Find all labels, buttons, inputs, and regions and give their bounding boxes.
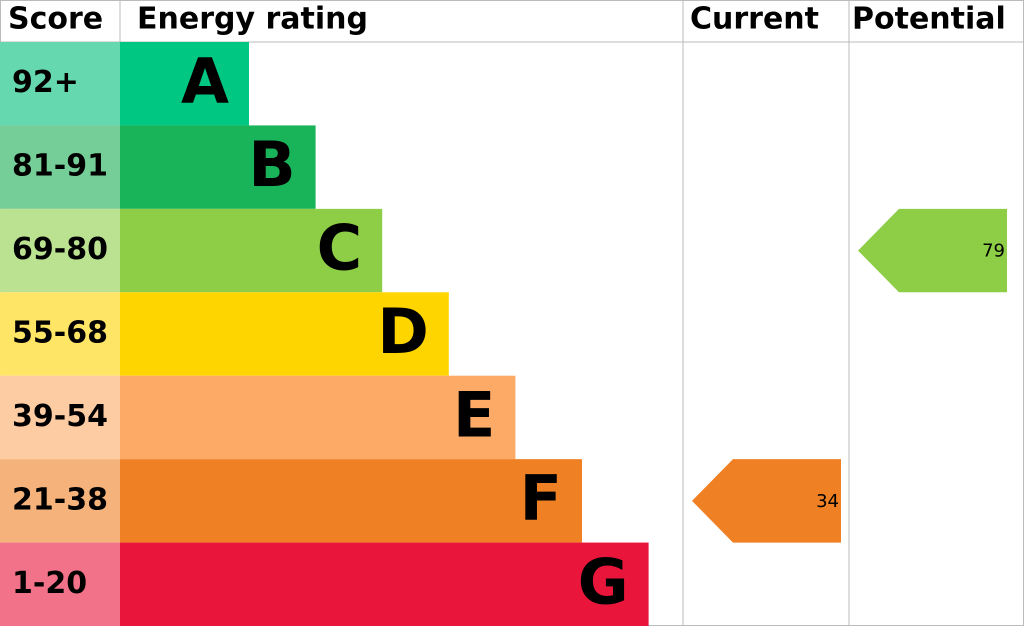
score-cell <box>0 208 120 293</box>
header-current: Current <box>690 2 819 37</box>
score-label: 21-38 <box>12 482 108 517</box>
score-label: 55-68 <box>12 316 108 351</box>
score-label: 81-91 <box>12 149 108 184</box>
score-label: 92+ <box>12 65 79 100</box>
rating-letter: C <box>317 212 363 285</box>
potential-value: 79 <box>982 241 1005 262</box>
header-rating: Energy rating <box>137 2 368 37</box>
rating-letter: E <box>453 379 495 452</box>
score-label: 69-80 <box>12 232 108 267</box>
score-cell <box>0 42 120 126</box>
score-cell <box>0 459 120 543</box>
score-cell <box>0 542 120 626</box>
current-arrow <box>692 459 841 543</box>
rating-bar <box>120 542 649 626</box>
rating-letter: G <box>578 545 629 618</box>
rating-bar <box>120 125 316 209</box>
rating-letter: D <box>377 295 428 368</box>
rating-bar <box>120 375 516 460</box>
rating-bar <box>120 292 449 376</box>
header-potential: Potential <box>852 2 1006 37</box>
score-label: 39-54 <box>12 399 108 434</box>
score-cell <box>0 292 120 376</box>
rating-letter: F <box>520 462 562 535</box>
rating-bar <box>120 459 582 543</box>
score-cell <box>0 375 120 460</box>
current-value: 34 <box>816 491 839 512</box>
header-score: Score <box>8 2 103 37</box>
rating-letter: B <box>248 128 295 201</box>
rating-bar <box>120 208 383 293</box>
score-label: 1-20 <box>12 566 87 601</box>
rating-letter: A <box>181 45 229 118</box>
potential-arrow <box>858 208 1007 293</box>
score-cell <box>0 125 120 209</box>
rating-bar <box>120 42 249 126</box>
